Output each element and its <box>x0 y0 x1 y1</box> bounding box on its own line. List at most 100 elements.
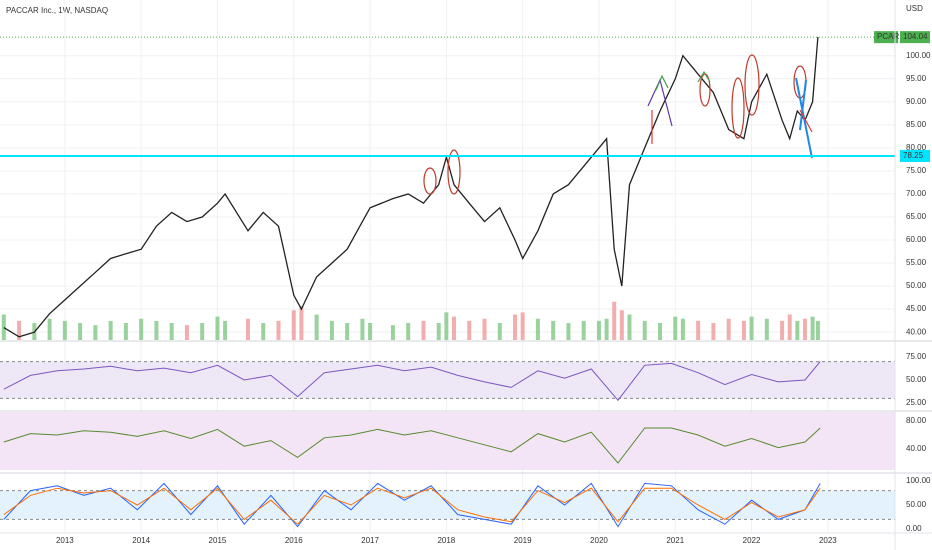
ellipse <box>731 77 745 139</box>
ellipse <box>447 149 461 195</box>
volume-bar <box>169 323 174 340</box>
volume-bar <box>390 325 395 340</box>
band <box>0 361 895 399</box>
x-tick-label: 2023 <box>819 536 837 545</box>
series-line <box>3 37 819 338</box>
currency: USD <box>906 4 923 13</box>
volume-bar <box>245 318 250 340</box>
volume-bar <box>482 318 487 340</box>
y-tick-label: 75.00 <box>906 352 927 361</box>
volume-bar <box>696 320 701 340</box>
chart-title: PACCAR Inc., 1W, NASDAQ <box>6 6 108 15</box>
volume-bar <box>581 320 586 340</box>
volume-bar <box>314 314 319 340</box>
x-tick-label: 2020 <box>590 536 608 545</box>
x-tick-label: 2017 <box>361 536 379 545</box>
volume-bar <box>139 318 144 340</box>
y-tick-label: 100.00 <box>906 51 931 60</box>
y-tick-label: 80.00 <box>906 416 927 425</box>
volume-bar <box>17 320 22 340</box>
volume-bar <box>215 316 220 340</box>
volume-bar <box>749 316 754 340</box>
series-line <box>3 427 821 464</box>
volume-bar <box>566 323 571 340</box>
volume-bar <box>642 320 647 340</box>
volume-bar <box>276 320 281 340</box>
symbol-tag <box>874 31 898 44</box>
x-tick-label: 2015 <box>209 536 227 545</box>
volume-bar <box>108 320 113 340</box>
level-tag <box>900 149 930 162</box>
y-tick-label: 60.00 <box>906 235 927 244</box>
volume-bar <box>223 320 228 340</box>
y-tick-label: 85.00 <box>906 120 927 129</box>
volume-bar <box>1 314 6 340</box>
volume-bar <box>815 320 820 340</box>
x-tick-label: 2018 <box>437 536 455 545</box>
volume-bar <box>299 306 304 340</box>
arrow <box>697 70 711 83</box>
last-value-label: 104.04 <box>903 32 928 41</box>
volume-bar <box>711 323 716 340</box>
volume-bar <box>329 320 334 340</box>
volume-bar <box>421 320 426 340</box>
volume-bar <box>657 323 662 340</box>
y-tick-label: 40.00 <box>906 327 927 336</box>
volume-bar <box>345 323 350 340</box>
last-value-tag <box>900 31 930 44</box>
y-tick-label: 80.00 <box>906 143 927 152</box>
x-tick-label: 2014 <box>132 536 150 545</box>
ellipse <box>423 167 437 195</box>
y-tick-label: 55.00 <box>906 258 927 267</box>
volume-bar <box>154 320 159 340</box>
y-tick-label: 50.00 <box>906 375 927 384</box>
volume-bar <box>680 318 685 340</box>
volume-bar <box>535 318 540 340</box>
volume-bar <box>261 323 266 340</box>
volume-bar <box>467 320 472 340</box>
y-tick-label: 40.00 <box>906 444 927 453</box>
x-tick-label: 2021 <box>666 536 684 545</box>
x-tick-label: 2013 <box>56 536 74 545</box>
volume-bar <box>726 318 731 340</box>
volume-bar <box>787 314 792 340</box>
x-tick-label: 2016 <box>285 536 303 545</box>
volume-bar <box>368 323 373 340</box>
ellipse <box>744 54 760 116</box>
arrow <box>655 74 669 91</box>
volume-bar <box>612 301 617 340</box>
volume-bar <box>184 325 189 340</box>
volume-bar <box>802 318 807 340</box>
volume-bar <box>444 312 449 340</box>
volume-bar <box>619 310 624 340</box>
trend-line <box>799 79 807 131</box>
volume-bar <box>741 320 746 340</box>
volume-bar <box>513 314 518 340</box>
volume-bar <box>360 318 365 340</box>
level-label: 78.25 <box>903 151 924 160</box>
y-tick-label: 50.00 <box>906 281 927 290</box>
volume-bar <box>497 323 502 340</box>
volume-bar <box>78 323 83 340</box>
volume-bar <box>123 323 128 340</box>
y-tick-label: 70.00 <box>906 189 927 198</box>
volume-bar <box>673 316 678 340</box>
volume-bar <box>604 318 609 340</box>
volume-bar <box>200 323 205 340</box>
volume-bar <box>406 323 411 340</box>
y-tick-label: 95.00 <box>906 74 927 83</box>
drawings <box>423 54 813 195</box>
volume-bar <box>596 320 601 340</box>
symbol-label: PCAR <box>877 32 899 41</box>
volume-bar <box>62 320 67 340</box>
y-tick-label: 90.00 <box>906 97 927 106</box>
band <box>0 490 895 520</box>
y-tick-label: 75.00 <box>906 166 927 175</box>
volume-bar <box>520 312 525 340</box>
y-tick-label: 45.00 <box>906 304 927 313</box>
y-tick-label: 100.00 <box>906 476 931 485</box>
x-tick-label: 2022 <box>743 536 761 545</box>
band <box>0 412 895 470</box>
y-tick-label: 0.00 <box>906 524 922 533</box>
volume-bar <box>780 320 785 340</box>
